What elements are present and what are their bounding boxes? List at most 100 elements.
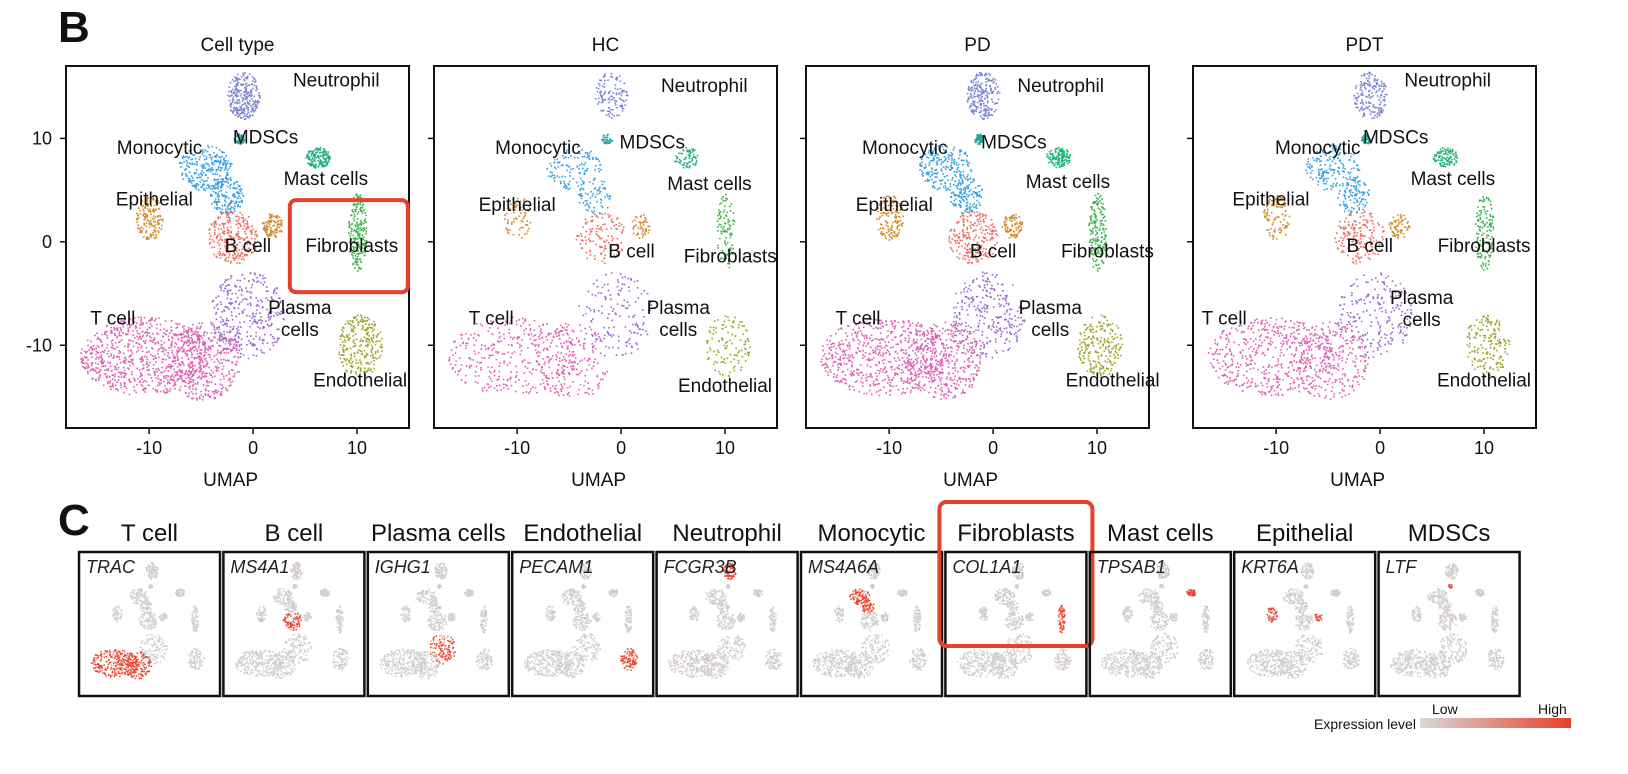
- umap-point: [233, 107, 235, 110]
- umap-point: [268, 319, 270, 321]
- umap-point: [595, 233, 598, 235]
- umap-point: [307, 150, 310, 153]
- umap-point: [265, 320, 267, 322]
- umap-point: [228, 232, 230, 234]
- umap-point: [136, 212, 138, 215]
- umap-point: [370, 354, 372, 357]
- umap-point: [242, 98, 245, 101]
- umap-point: [534, 387, 537, 389]
- umap-point: [216, 161, 218, 163]
- umap-point: [345, 336, 348, 338]
- umap-point: [532, 343, 535, 345]
- umap-point: [230, 303, 232, 306]
- umap-point: [241, 137, 244, 139]
- umap-point: [205, 158, 208, 160]
- umap-point: [117, 366, 120, 369]
- umap-point: [635, 322, 638, 325]
- umap-point: [474, 375, 477, 377]
- umap-point: [603, 86, 606, 88]
- umap-point: [197, 335, 200, 337]
- umap-point: [376, 349, 379, 352]
- umap-point: [594, 164, 597, 167]
- umap-point: [496, 352, 499, 354]
- umap-point: [345, 349, 348, 351]
- umap-point: [226, 291, 228, 293]
- umap-point: [729, 339, 731, 342]
- umap-point: [201, 166, 204, 168]
- umap-point: [215, 304, 218, 307]
- umap-point: [503, 333, 505, 336]
- umap-point: [558, 394, 560, 397]
- umap-point: [219, 257, 222, 259]
- umap-point: [364, 356, 366, 359]
- umap-point: [363, 320, 366, 322]
- umap-point: [557, 391, 559, 394]
- umap-point: [240, 288, 243, 291]
- umap-point: [198, 361, 200, 364]
- umap-point: [358, 258, 361, 261]
- umap-point: [252, 106, 254, 109]
- umap-point: [307, 158, 310, 160]
- umap-point: [349, 247, 351, 250]
- umap-point: [360, 261, 363, 263]
- umap-point: [692, 150, 694, 153]
- umap-point: [578, 167, 580, 170]
- umap-point: [242, 246, 245, 248]
- umap-point: [244, 102, 247, 104]
- umap-point: [360, 252, 362, 254]
- umap-point: [140, 361, 142, 363]
- umap-point: [219, 163, 221, 165]
- umap-point: [142, 323, 144, 326]
- umap-point: [601, 180, 603, 182]
- umap-point: [593, 187, 596, 190]
- umap-point: [604, 223, 606, 226]
- umap-point: [628, 342, 631, 345]
- umap-point: [323, 154, 326, 157]
- umap-point: [239, 224, 242, 226]
- umap-point: [216, 183, 219, 186]
- umap-point: [360, 363, 363, 366]
- umap-point: [224, 159, 226, 162]
- umap-point: [253, 84, 256, 87]
- umap-point: [188, 395, 190, 397]
- umap-point: [281, 219, 283, 222]
- umap-point: [577, 185, 580, 187]
- umap-point: [353, 248, 355, 251]
- umap-point: [208, 229, 211, 231]
- umap-point: [318, 157, 320, 159]
- umap-point: [140, 358, 143, 360]
- umap-point: [233, 237, 236, 239]
- umap-point: [208, 232, 211, 235]
- umap-point: [87, 364, 89, 366]
- umap-point: [223, 290, 225, 292]
- umap-point: [688, 152, 691, 155]
- umap-point: [238, 344, 241, 346]
- umap-point: [557, 332, 560, 335]
- umap-point: [604, 254, 607, 257]
- umap-point: [357, 234, 360, 237]
- umap-point: [528, 371, 531, 373]
- umap-point: [175, 343, 178, 346]
- umap-point: [348, 361, 351, 364]
- umap-point: [202, 340, 205, 342]
- umap-point: [246, 226, 249, 228]
- umap-point: [685, 146, 687, 149]
- umap-point: [197, 376, 199, 379]
- umap-point: [310, 164, 312, 167]
- umap-point: [146, 238, 149, 240]
- umap-point: [269, 324, 272, 327]
- umap-point: [616, 106, 618, 109]
- umap-point: [357, 324, 359, 326]
- umap-point: [237, 88, 239, 91]
- umap-point: [364, 254, 366, 257]
- umap-point: [357, 264, 359, 266]
- umap-point: [94, 362, 97, 364]
- umap-point: [637, 326, 639, 328]
- umap-point: [208, 165, 211, 167]
- umap-point: [156, 215, 159, 217]
- umap-point: [238, 188, 241, 191]
- umap-point: [528, 227, 530, 230]
- umap-point: [174, 355, 176, 358]
- umap-point: [580, 330, 583, 332]
- umap-point: [374, 351, 377, 353]
